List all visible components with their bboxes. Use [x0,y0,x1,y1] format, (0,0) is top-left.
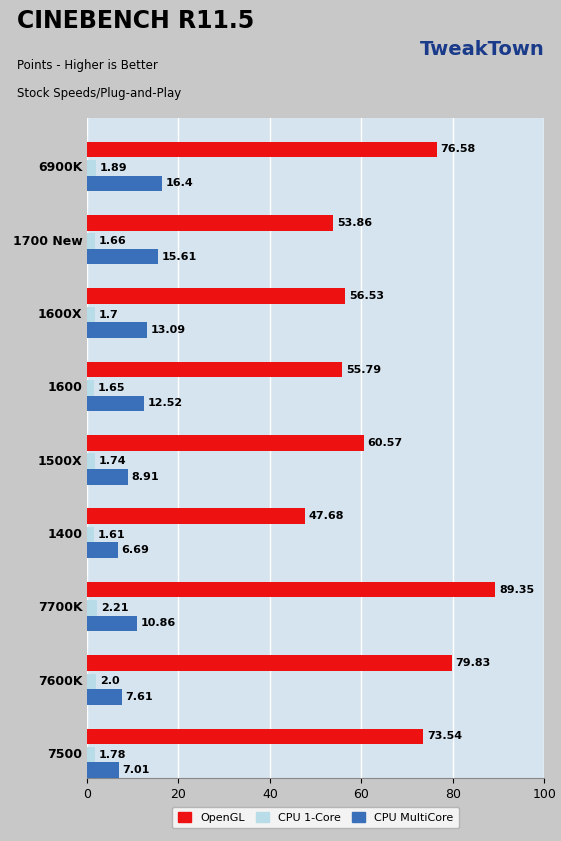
Text: 1600X: 1600X [38,308,82,321]
Text: 6.69: 6.69 [121,545,149,555]
Bar [87,234,95,249]
Text: 76.58: 76.58 [441,145,476,155]
Text: 7600K: 7600K [38,674,82,688]
Bar [87,362,342,378]
Text: 7.61: 7.61 [126,692,153,701]
Bar [87,249,158,264]
Bar [87,728,423,744]
Text: 7500: 7500 [47,748,82,761]
Text: 7700K: 7700K [38,601,82,615]
Text: Points - Higher is Better: Points - Higher is Better [17,59,158,72]
Bar [87,176,162,191]
Text: 1.7: 1.7 [98,309,118,320]
Text: 55.79: 55.79 [346,364,381,374]
Text: 16.4: 16.4 [165,178,194,188]
Bar [87,435,364,451]
Text: 12.52: 12.52 [148,399,183,409]
Bar [87,763,119,778]
Text: 60.57: 60.57 [367,438,403,448]
Bar [87,160,95,176]
Text: 2.0: 2.0 [100,676,119,686]
Text: 47.68: 47.68 [309,511,344,521]
Bar [87,542,118,558]
Bar [87,380,94,395]
Text: 15.61: 15.61 [162,251,197,262]
Bar [87,655,452,671]
Bar [87,469,128,484]
Text: Stock Speeds/Plug-and-Play: Stock Speeds/Plug-and-Play [17,87,181,100]
Text: 1.66: 1.66 [98,236,126,246]
Text: 2.21: 2.21 [101,603,128,613]
Text: 1400: 1400 [47,528,82,541]
Text: TweakTown: TweakTown [420,40,544,59]
Bar [87,616,137,632]
Text: 1.78: 1.78 [99,749,126,759]
Text: 1.65: 1.65 [98,383,126,393]
Bar [87,322,147,338]
Bar [87,453,95,469]
Bar [87,674,96,689]
Bar [87,142,437,157]
Bar [87,526,94,542]
Bar [87,215,333,230]
Text: 1.61: 1.61 [98,530,126,540]
Text: 1700 New: 1700 New [13,235,82,247]
Text: 7.01: 7.01 [123,765,150,775]
Bar [87,395,144,411]
Text: 73.54: 73.54 [427,732,462,741]
Text: 8.91: 8.91 [131,472,159,482]
Text: 89.35: 89.35 [499,584,534,595]
Bar [87,307,95,322]
Bar [87,509,305,524]
Text: 6900K: 6900K [38,161,82,174]
Text: 1.74: 1.74 [99,456,126,466]
Bar [87,600,97,616]
Text: 10.86: 10.86 [140,618,176,628]
Legend: OpenGL, CPU 1-Core, CPU MultiCore: OpenGL, CPU 1-Core, CPU MultiCore [172,807,459,828]
Text: 56.53: 56.53 [349,291,384,301]
Bar [87,689,122,705]
Text: 53.86: 53.86 [337,218,372,228]
Bar [87,288,346,304]
Text: 79.83: 79.83 [456,658,491,668]
Text: CINEBENCH R11.5: CINEBENCH R11.5 [17,8,254,33]
Bar [87,747,95,763]
Text: 1600: 1600 [48,381,82,394]
Text: 1500X: 1500X [38,455,82,468]
Text: 13.09: 13.09 [150,325,186,335]
Bar [87,582,495,597]
Text: 1.89: 1.89 [99,163,127,172]
